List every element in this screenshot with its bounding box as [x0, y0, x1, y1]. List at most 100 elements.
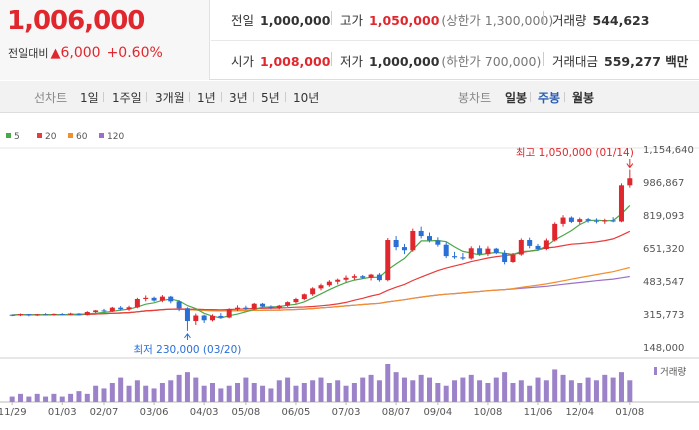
quote-header: 1,006,000 전일대비 ▲6,000 +0.60% 전일 1,000,000 고…	[0, 0, 699, 80]
volume-legend-swatch	[654, 367, 657, 375]
volume-bar	[218, 388, 224, 402]
open-stat: 시가 1,008,000	[231, 51, 330, 70]
candle-body	[76, 313, 82, 316]
y-tick-label: 651,320	[643, 244, 684, 255]
x-tick-label: 09/04	[423, 407, 452, 418]
candle-body	[285, 302, 291, 306]
candle-chart-label: 봉차트	[458, 91, 492, 105]
candle-body	[376, 274, 382, 281]
candle-body	[518, 239, 524, 255]
candle-body	[235, 307, 241, 310]
candle-body	[310, 288, 316, 295]
x-tick-label: 08/07	[382, 407, 411, 418]
candle-body	[34, 314, 40, 316]
lower-limit: (하한가 700,000)	[441, 54, 542, 69]
volume-bar	[401, 377, 407, 402]
amount-stat: 거래대금 559,277 백만	[552, 51, 688, 70]
volume-bar	[343, 385, 349, 402]
period-3y[interactable]: 3년	[229, 91, 248, 105]
y-tick-label: 315,773	[643, 310, 684, 321]
candle-body	[43, 314, 49, 316]
volume-bar	[468, 374, 474, 402]
volume-bar	[235, 383, 241, 402]
high-arrow-icon	[626, 159, 634, 169]
prev-close-label: 전일	[231, 13, 255, 28]
candle-body	[218, 315, 224, 318]
low-label: 저가	[340, 54, 364, 69]
x-tick-label: 11/06	[524, 407, 553, 418]
candle-body	[243, 307, 249, 309]
change-row: 전일대비 ▲6,000 +0.60%	[8, 45, 163, 61]
volume-bar	[568, 380, 574, 402]
low-value: 1,000,000	[369, 54, 440, 69]
period-5y[interactable]: 5년	[261, 91, 280, 105]
candle-body	[118, 307, 124, 310]
candle-body	[502, 252, 508, 263]
volume-bar	[76, 391, 82, 402]
volume-bar	[59, 396, 65, 402]
period-1w[interactable]: 1주일	[112, 91, 142, 105]
volume-bar	[510, 383, 516, 402]
period-3m[interactable]: 3개월	[155, 91, 185, 105]
volume-stat: 거래량 544,623	[552, 10, 649, 29]
x-tick-label: 10/08	[474, 407, 503, 418]
candle-body	[602, 220, 608, 222]
volume-bar	[9, 396, 15, 402]
candle-body	[260, 303, 266, 307]
volume-bar	[151, 388, 157, 402]
candle-body	[410, 230, 416, 251]
candle-body	[151, 297, 157, 301]
volume-bar	[243, 377, 249, 402]
price-box: 1,006,000 전일대비 ▲6,000 +0.60%	[0, 0, 210, 80]
candle-body	[368, 274, 374, 278]
chart-toolbar: 선차트 1일 1주일 3개월 1년 3년 5년 10년 봉차트 일봉 주봉 월봉	[0, 81, 699, 113]
period-10y[interactable]: 10년	[293, 91, 320, 105]
candle-body	[460, 257, 466, 259]
volume-bar	[184, 372, 190, 402]
volume-bar	[385, 364, 391, 402]
y-tick-label: 819,093	[643, 211, 684, 222]
candle-body	[351, 276, 357, 278]
candle-body	[493, 248, 499, 253]
candle-body	[618, 185, 624, 222]
volume-bar	[493, 377, 499, 402]
candle-body	[193, 315, 199, 322]
volume-bar	[351, 383, 357, 402]
candle-monthly[interactable]: 월봉	[572, 91, 595, 105]
volume-bar	[602, 374, 608, 402]
candle-body	[418, 230, 424, 237]
candle-body	[585, 219, 591, 221]
volume-legend-label: 거래량	[660, 366, 686, 378]
x-tick-label: 02/07	[90, 407, 119, 418]
period-1y[interactable]: 1년	[197, 91, 216, 105]
candle-body	[535, 245, 541, 250]
volume-bar	[368, 374, 374, 402]
volume-bar	[68, 393, 74, 402]
volume-bar	[276, 380, 282, 402]
volume-bar	[393, 372, 399, 402]
candle-weekly[interactable]: 주봉	[538, 91, 561, 105]
volume-bar	[610, 377, 616, 402]
low-stat: 저가 1,000,000 (하한가 700,000)	[340, 51, 541, 70]
x-tick-label: 05/08	[231, 407, 260, 418]
volume-bar	[118, 377, 124, 402]
candle-body	[9, 314, 15, 316]
candle-body	[627, 178, 633, 186]
period-1d[interactable]: 1일	[80, 91, 99, 105]
candle-body	[401, 247, 407, 251]
x-tick-label: 07/03	[332, 407, 361, 418]
candle-body	[343, 277, 349, 280]
candle-daily[interactable]: 일봉	[505, 91, 528, 105]
candle-body	[610, 220, 616, 222]
volume-bar	[34, 393, 40, 402]
legend-label-60: 60	[76, 132, 88, 142]
volume-value: 544,623	[592, 13, 650, 28]
volume-bar	[485, 383, 491, 402]
volume-bar	[260, 385, 266, 402]
candle-body	[251, 303, 257, 309]
volume-bar	[627, 380, 633, 402]
candle-body	[318, 285, 324, 289]
x-tick-label: 06/05	[282, 407, 311, 418]
volume-bar	[201, 385, 207, 402]
